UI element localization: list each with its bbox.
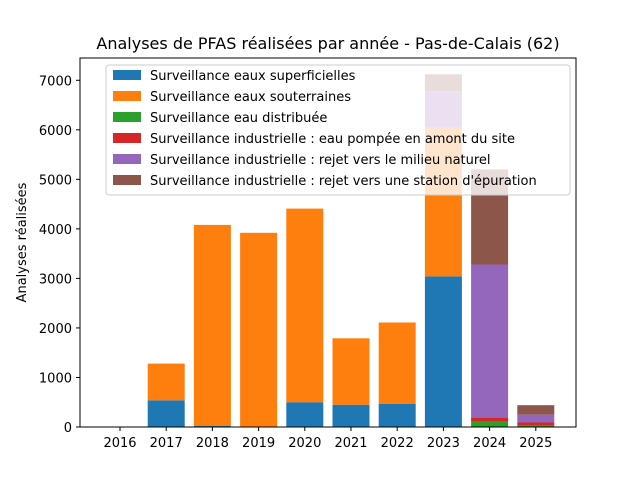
bar-2025-series-3 — [517, 422, 555, 425]
legend-label-4: Surveillance industrielle : rejet vers l… — [150, 153, 491, 168]
y-axis-label: Analyses réalisées — [15, 182, 30, 302]
bars-group — [147, 74, 555, 427]
y-tick-label-7000: 7000 — [39, 74, 72, 89]
bar-2023-series-0 — [424, 276, 462, 427]
legend-swatch-4 — [113, 154, 141, 164]
y-tick-label-0: 0 — [64, 421, 72, 436]
bar-2017-series-0 — [147, 400, 185, 427]
x-tick-label-2022: 2022 — [381, 436, 414, 451]
y-tick-label-1000: 1000 — [39, 371, 72, 386]
bar-2024-series-3 — [471, 417, 509, 422]
bar-2025-series-5 — [517, 405, 555, 415]
x-tick-label-2023: 2023 — [427, 436, 460, 451]
bar-2020-series-1 — [286, 208, 324, 403]
y-tick-label-6000: 6000 — [39, 124, 72, 139]
bar-2022-series-1 — [378, 322, 416, 404]
legend-label-0: Surveillance eaux superficielles — [150, 69, 356, 84]
x-tick-label-2020: 2020 — [288, 436, 321, 451]
legend-label-1: Surveillance eaux souterraines — [150, 90, 351, 105]
legend-swatch-1 — [113, 91, 141, 101]
bar-2024-series-4 — [471, 264, 509, 418]
bar-2018-series-1 — [193, 224, 231, 426]
legend-label-3: Surveillance industrielle : eau pompée e… — [150, 132, 515, 147]
x-axis: 2016 2017 2018 2019 2020 2021 2022 2023 2024 2025 — [103, 427, 552, 451]
y-axis: 0 1000 2000 3000 4000 5000 6000 7000 — [39, 74, 80, 436]
legend-swatch-0 — [113, 70, 141, 80]
legend-swatch-5 — [113, 175, 141, 185]
y-tick-label-3000: 3000 — [39, 272, 72, 287]
legend-box — [105, 64, 571, 196]
bar-2021-series-0 — [332, 404, 370, 427]
bar-2024-series-2 — [471, 421, 509, 427]
y-tick-label-5000: 5000 — [39, 173, 72, 188]
bar-2022-series-0 — [378, 403, 416, 427]
x-tick-label-2016: 2016 — [103, 436, 136, 451]
x-tick-label-2024: 2024 — [473, 436, 506, 451]
legend-swatch-3 — [113, 133, 141, 143]
chart-title: Analyses de PFAS réalisées par année - P… — [96, 34, 559, 53]
x-tick-label-2018: 2018 — [196, 436, 229, 451]
x-tick-label-2025: 2025 — [519, 436, 552, 451]
bar-2025-series-4 — [517, 414, 555, 423]
bar-2020-series-0 — [286, 402, 324, 427]
x-tick-label-2017: 2017 — [150, 436, 183, 451]
x-tick-label-2021: 2021 — [334, 436, 367, 451]
legend: Surveillance eaux superficielles Surveill… — [105, 64, 571, 196]
y-tick-label-2000: 2000 — [39, 322, 72, 337]
bar-2017-series-1 — [147, 363, 185, 401]
legend-label-5: Surveillance industrielle : rejet vers u… — [150, 174, 537, 189]
plot-frame — [79, 57, 577, 428]
legend-label-2: Surveillance eau distribuée — [150, 111, 327, 126]
y-tick-label-4000: 4000 — [39, 223, 72, 238]
bar-2021-series-1 — [332, 338, 370, 405]
bar-2019-series-1 — [240, 232, 278, 427]
legend-swatch-2 — [113, 112, 141, 122]
bar-2025-series-2 — [517, 425, 555, 427]
x-tick-label-2019: 2019 — [242, 436, 275, 451]
